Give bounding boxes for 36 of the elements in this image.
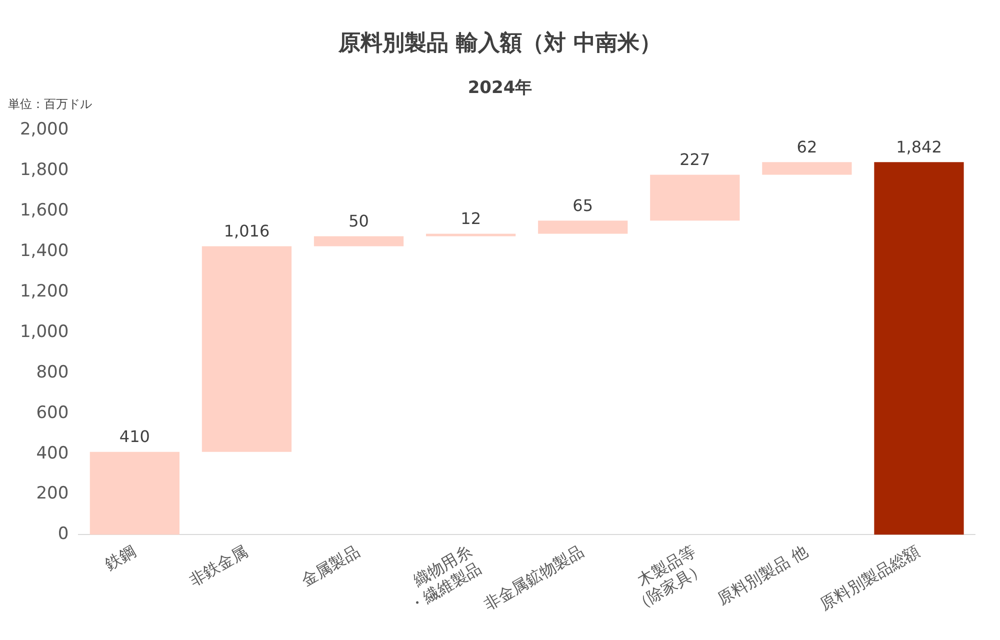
y-tick-label: 1,000 (20, 322, 69, 342)
x-tick-label: 金属製品 (298, 542, 363, 590)
chart-subtitle: 2024年 (468, 78, 532, 98)
bar (90, 452, 180, 535)
y-tick-label: 1,400 (20, 240, 69, 261)
data-label: 227 (680, 150, 710, 169)
bar (314, 236, 404, 246)
x-tick-label: 鉄鋼 (102, 542, 139, 574)
x-tick-label: 非鉄金属 (186, 542, 251, 590)
x-tick-label: 織物用糸 ・繊維製品 (406, 542, 484, 615)
data-label: 50 (348, 211, 369, 230)
bar (874, 162, 964, 535)
y-tick-label: 0 (58, 524, 69, 544)
x-tick-label: 木製品等 （除家具） (630, 542, 709, 615)
y-tick-label: 2,000 (20, 120, 69, 140)
data-label: 1,842 (896, 137, 942, 156)
data-label: 410 (119, 426, 150, 446)
bar (538, 220, 628, 234)
data-label: 65 (572, 196, 594, 215)
y-tick-label: 800 (36, 362, 69, 382)
y-tick-label: 1,600 (20, 200, 69, 221)
chart-title: 原料別製品 輸入額（対 中南米） (337, 30, 663, 58)
y-tick-label: 1,800 (20, 160, 69, 180)
text: 単位：百万ドル (8, 96, 92, 113)
data-label: 1,016 (224, 221, 270, 240)
y-tick-label: 1,200 (20, 281, 69, 302)
bar (762, 162, 852, 175)
y-tick-label: 600 (36, 402, 69, 423)
data-label: 62 (796, 137, 818, 156)
bar (202, 246, 292, 452)
data-label: 12 (460, 208, 481, 228)
bar (650, 174, 740, 221)
y-tick-label: 400 (36, 443, 69, 464)
x-tick-label: 原料別製品 他 (714, 542, 812, 609)
y-tick-label: 200 (36, 484, 69, 504)
x-tick-label: 原料別製品総額 (816, 542, 924, 614)
